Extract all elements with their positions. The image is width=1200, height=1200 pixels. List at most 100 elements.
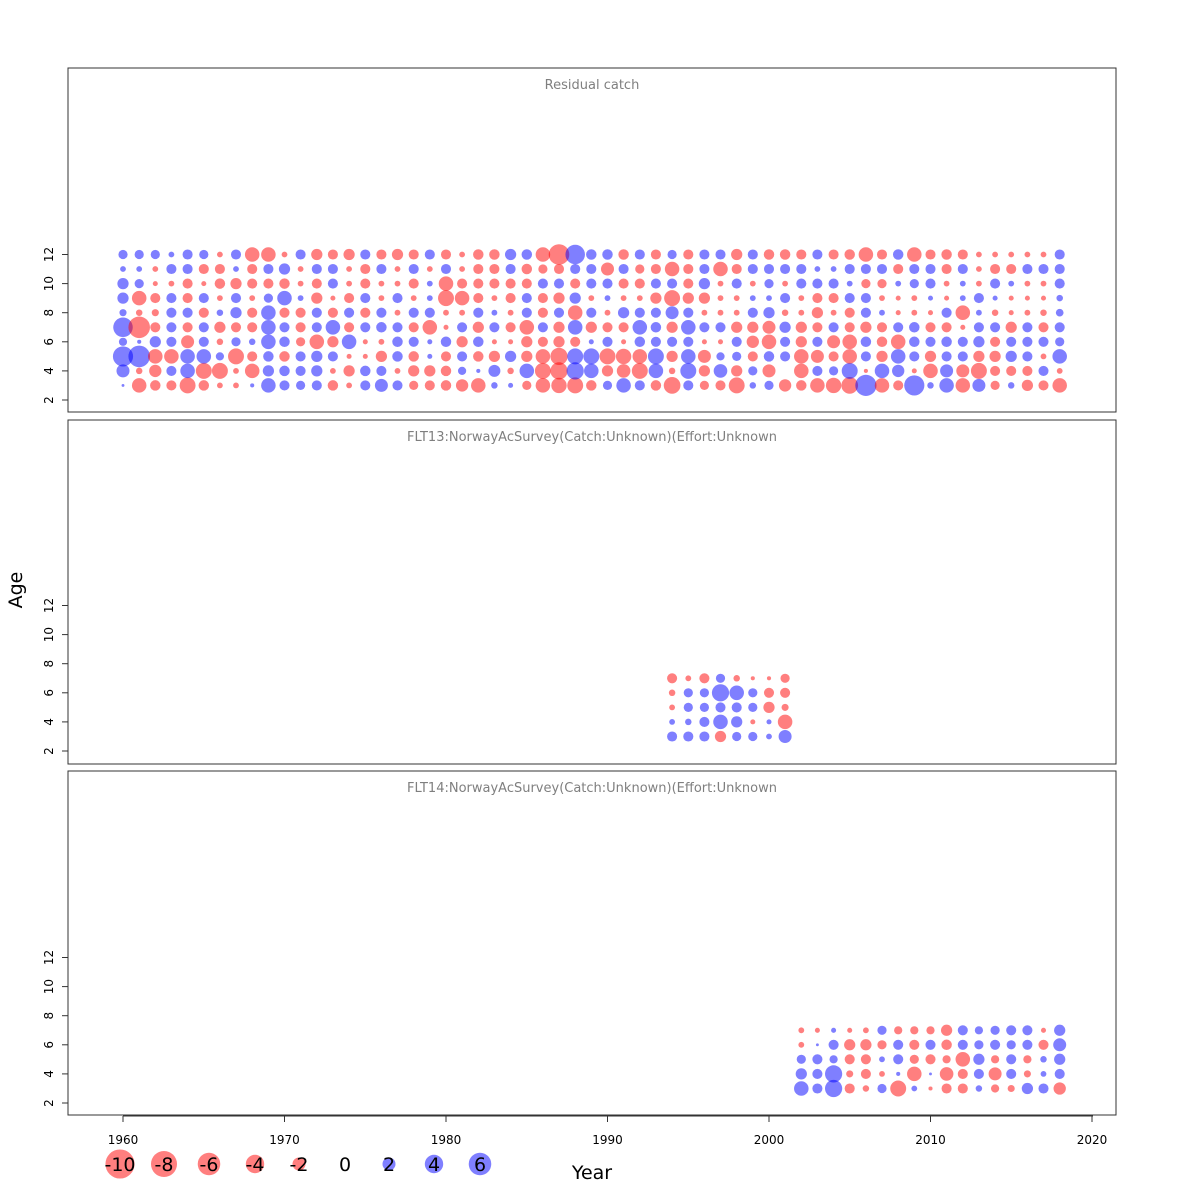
residual-bubble (473, 263, 484, 275)
residual-bubble (959, 280, 966, 287)
residual-bubble (535, 378, 551, 393)
residual-bubble (1006, 336, 1017, 347)
residual-bubble (473, 336, 484, 348)
residual-bubble (778, 379, 792, 392)
residual-bubble (296, 337, 306, 347)
residual-bubble (957, 1039, 968, 1050)
residual-bubble (699, 263, 710, 275)
legend-bubble (245, 1154, 265, 1174)
residual-bubble (521, 278, 532, 289)
residual-bubble (394, 266, 401, 272)
residual-bubble (457, 351, 468, 362)
residual-bubble (566, 362, 584, 380)
residual-bubble (764, 279, 774, 289)
residual-bubble (928, 1086, 933, 1091)
residual-bubble (733, 295, 740, 302)
residual-bubble (311, 307, 322, 318)
residual-bubble (585, 321, 597, 333)
residual-bubble (874, 378, 890, 393)
residual-bubble (796, 278, 807, 289)
residual-bubble (1008, 280, 1015, 287)
residual-bubble (681, 320, 696, 335)
residual-bubble (682, 292, 694, 304)
residual-bubble (360, 365, 371, 377)
residual-bubble (230, 322, 242, 333)
residual-bubble (586, 307, 597, 318)
residual-bubble (295, 307, 306, 318)
residual-bubble (567, 348, 584, 365)
residual-bubble (535, 349, 551, 364)
residual-bubble (989, 350, 1001, 363)
residual-bubble (892, 249, 904, 260)
residual-bubble (537, 336, 548, 347)
residual-bubble (550, 347, 568, 366)
residual-bubble (632, 320, 648, 335)
residual-bubble (455, 379, 469, 392)
residual-bubble (311, 322, 322, 333)
residual-bubble (1006, 365, 1017, 376)
residual-bubble (763, 263, 775, 275)
residual-bubble (119, 309, 127, 317)
residual-bubble (909, 263, 920, 275)
residual-bubble (553, 321, 565, 333)
residual-bubble (166, 380, 177, 391)
residual-bubble (781, 309, 789, 316)
residual-bubble (798, 1027, 805, 1034)
residual-bubble (199, 249, 209, 260)
residual-bubble (713, 261, 728, 277)
residual-bubble (779, 321, 791, 333)
residual-bubble (230, 249, 242, 260)
residual-bubble (847, 1027, 853, 1033)
residual-bubble (812, 249, 823, 260)
residual-bubble (699, 702, 710, 713)
residual-bubble (795, 321, 807, 333)
residual-bubble (830, 309, 837, 316)
residual-bubble (424, 307, 435, 318)
residual-bubble (120, 266, 126, 272)
residual-bubble (812, 336, 823, 347)
residual-bubble (1038, 336, 1049, 347)
residual-bubble (1055, 308, 1064, 317)
residual-bubble (443, 309, 449, 316)
residual-bubble (521, 307, 532, 318)
residual-bubble (279, 380, 290, 391)
legend-bubble (424, 1154, 444, 1174)
residual-bubble (650, 263, 661, 275)
residual-bubble (992, 251, 999, 258)
legend-label: 0 (339, 1154, 351, 1176)
residual-bubble (683, 688, 693, 698)
residual-bubble (699, 380, 710, 390)
residual-bubble (894, 1026, 903, 1035)
residual-bubble (588, 295, 595, 302)
residual-bubble (844, 249, 855, 260)
residual-bubble (553, 278, 565, 289)
residual-bubble (750, 719, 756, 725)
residual-bubble (408, 263, 419, 275)
residual-bubble (699, 322, 710, 333)
residual-bubble (911, 309, 918, 316)
residual-bubble (929, 1072, 932, 1076)
residual-bubble (941, 307, 952, 318)
residual-bubble (121, 383, 125, 387)
y-tick-label: 6 (42, 338, 56, 346)
residual-bubble (714, 730, 727, 743)
residual-bubble (424, 365, 436, 377)
residual-bubble (521, 336, 533, 348)
residual-bubble (327, 263, 338, 275)
residual-bubble (569, 292, 581, 304)
residual-bubble (346, 280, 353, 287)
residual-bubble (277, 290, 292, 306)
residual-bubble (844, 1054, 855, 1065)
residual-bubble (521, 263, 533, 275)
residual-bubble (408, 365, 420, 377)
residual-bubble (716, 352, 725, 361)
residual-bubble (683, 278, 694, 289)
residual-bubble (925, 336, 936, 347)
residual-bubble (134, 249, 144, 260)
residual-bubble (233, 367, 239, 374)
residual-bubble (944, 295, 950, 301)
residual-bubble (394, 280, 401, 287)
residual-bubble (117, 277, 129, 290)
residual-bubble (410, 295, 417, 302)
residual-bubble (1038, 322, 1049, 333)
